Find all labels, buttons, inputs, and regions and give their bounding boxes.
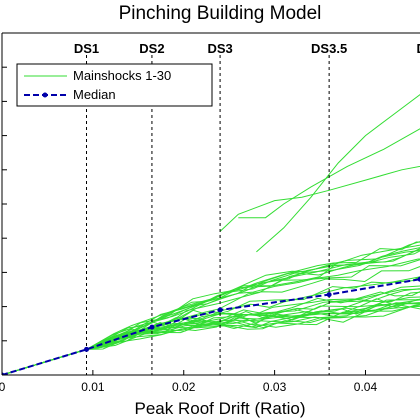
median-point — [2, 372, 5, 375]
ds-label-ds4: DS4 — [416, 41, 420, 56]
chart-title: Pinching Building Model — [119, 3, 322, 24]
mainshock-curve-6 — [2, 296, 420, 375]
mainshock-curve-20 — [2, 241, 420, 375]
median-point — [217, 307, 223, 313]
x-tick-label: 0 — [0, 380, 6, 394]
ds-label-ds2: DS2 — [139, 41, 164, 56]
mainshock-curve-29 — [2, 276, 420, 375]
median-point — [326, 292, 332, 298]
mainshock-curve-28 — [2, 304, 420, 375]
legend-box — [16, 63, 213, 107]
x-axis-label: Peak Roof Drift (Ratio) — [135, 399, 306, 418]
mainshock-outlier-3 — [219, 165, 420, 232]
legend-label-1: Mainshocks 1-30 — [73, 68, 171, 83]
mainshock-curve-3 — [2, 247, 420, 375]
x-tick-label: 0.01 — [81, 380, 105, 394]
ds-label-ds3: DS3 — [207, 41, 232, 56]
ds-label-ds1: DS1 — [74, 41, 99, 56]
axis-ticks: 0 0.01 0.02 0.03 0.04 — [0, 32, 378, 394]
median-point — [84, 346, 90, 352]
mainshock-curve-30 — [2, 298, 420, 375]
mainshock-curve-18 — [2, 244, 420, 375]
mainshock-outlier-1 — [256, 93, 420, 253]
mainshock-curve-2 — [2, 288, 420, 375]
x-tick-label: 0.02 — [172, 380, 196, 394]
mainshock-curve-14 — [2, 291, 420, 375]
legend-label-2: Median — [73, 87, 116, 102]
legend: Mainshocks 1-30 Median — [16, 63, 213, 107]
x-tick-label: 0.03 — [263, 380, 287, 394]
plot-clip — [2, 55, 420, 375]
mainshock-curve-22 — [2, 241, 420, 375]
mainshock-curve-21 — [2, 247, 420, 375]
mainshock-curve-9 — [2, 250, 420, 375]
damage-state-labels: DS1 DS2 DS3 DS3.5 DS4 — [74, 41, 420, 56]
plot-area — [2, 55, 420, 375]
legend-marker — [42, 92, 48, 98]
median-point — [417, 276, 420, 282]
mainshock-curve-8 — [2, 301, 420, 375]
mainshock-curve-23 — [2, 303, 420, 375]
median-line — [2, 278, 420, 375]
ds-label-ds3-5: DS3.5 — [311, 41, 347, 56]
median-point — [149, 324, 155, 330]
x-tick-label: 0.04 — [354, 380, 378, 394]
